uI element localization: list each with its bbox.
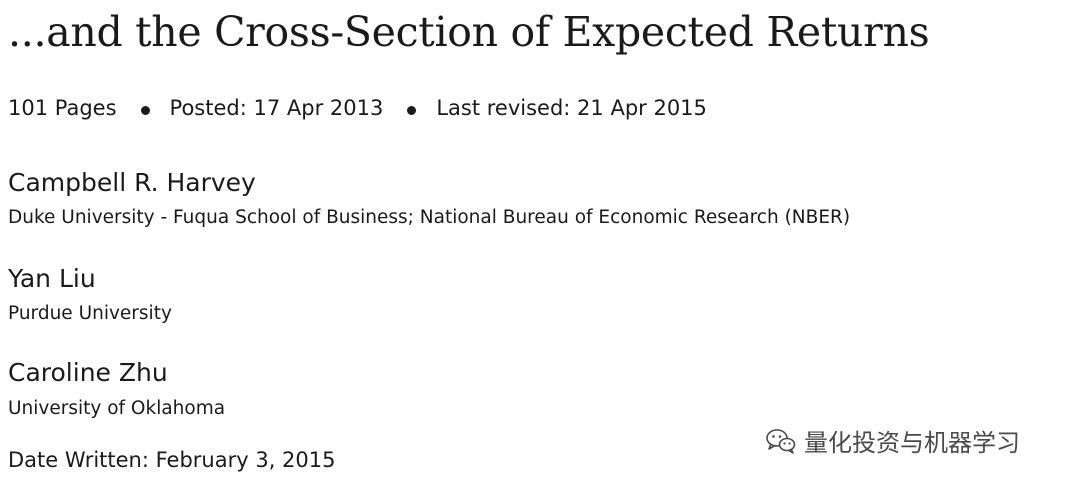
paper-meta: 101 Pages Posted: 17 Apr 2013 Last revis… [8,96,707,120]
bullet-separator-icon [140,105,150,115]
bullet-separator-icon [407,105,417,115]
author-affiliation: University of Oklahoma [8,398,226,419]
author-name[interactable]: Yan Liu [8,264,96,293]
watermark: 量化投资与机器学习 [766,423,1020,458]
posted-date: Posted: 17 Apr 2013 [169,96,384,120]
paper-header: ...and the Cross-Section of Expected Ret… [8,0,1072,486]
author-name[interactable]: Campbell R. Harvey [8,168,256,197]
author-affiliation: Duke University - Fuqua School of Busine… [8,207,851,228]
author-affiliation: Purdue University [8,303,172,324]
author-name[interactable]: Caroline Zhu [8,358,168,387]
last-revised-date: Last revised: 21 Apr 2015 [436,96,707,120]
watermark-text: 量化投资与机器学习 [804,429,1020,457]
date-written: Date Written: February 3, 2015 [8,448,336,472]
page-count: 101 Pages [8,96,117,120]
page-title: ...and the Cross-Section of Expected Ret… [8,8,930,56]
wechat-icon [766,428,796,454]
